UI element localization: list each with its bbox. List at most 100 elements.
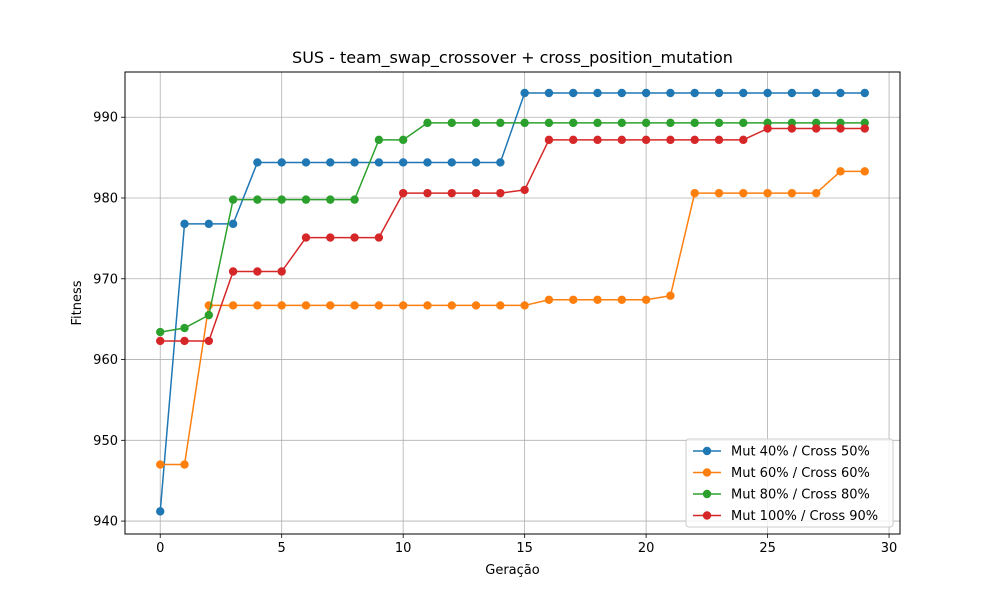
- data-point: [690, 88, 699, 98]
- data-point: [714, 135, 724, 145]
- data-point: [156, 507, 165, 516]
- data-point: [398, 158, 408, 167]
- data-point: [739, 188, 748, 198]
- x-tick-label: 20: [638, 541, 655, 556]
- data-point: [277, 301, 286, 310]
- data-point: [811, 188, 821, 198]
- data-point: [228, 301, 238, 310]
- legend: Mut 40% / Cross 50% Mut 60% / Cross 60% Mu…: [685, 438, 894, 528]
- data-point: [398, 188, 408, 198]
- legend-marker: [702, 446, 712, 456]
- data-point: [156, 460, 165, 469]
- data-point: [301, 158, 311, 167]
- data-point: [471, 118, 481, 128]
- data-point: [423, 118, 432, 128]
- series-lines: [156, 88, 869, 516]
- data-point: [423, 158, 432, 167]
- data-point: [739, 88, 748, 98]
- data-point: [447, 158, 456, 167]
- data-point: [350, 233, 359, 242]
- plot-frame: [124, 71, 901, 535]
- y-axis-label: Fitness: [70, 280, 85, 325]
- data-point: [520, 185, 529, 195]
- data-point: [496, 118, 505, 128]
- data-point: [617, 295, 627, 304]
- data-point: [350, 195, 359, 204]
- data-point: [714, 188, 724, 198]
- data-point: [860, 167, 869, 176]
- x-tick-label: 0: [156, 541, 164, 556]
- data-point: [690, 188, 699, 198]
- data-point: [374, 135, 384, 145]
- chart-title: SUS - team_swap_crossover + cross_positi…: [292, 48, 733, 68]
- data-point: [569, 295, 578, 304]
- legend-marker: [702, 468, 712, 477]
- y-tick-label: 970: [93, 272, 118, 287]
- data-point: [398, 135, 408, 145]
- series-1: [156, 88, 869, 516]
- data-point: [520, 118, 529, 128]
- data-point: [471, 301, 481, 310]
- data-point: [374, 233, 384, 242]
- data-point: [617, 88, 627, 98]
- x-axis-label: Geração: [485, 563, 539, 578]
- data-point: [763, 124, 772, 133]
- data-point: [398, 301, 408, 310]
- data-point: [350, 158, 359, 167]
- data-point: [374, 158, 384, 167]
- data-point: [496, 158, 505, 167]
- data-point: [156, 327, 165, 337]
- legend-label: Mut 100% / Cross 90%: [731, 509, 878, 524]
- data-point: [641, 295, 651, 304]
- data-point: [423, 301, 432, 310]
- data-point: [763, 88, 772, 98]
- x-tick-label: 25: [759, 541, 776, 556]
- legend-marker: [702, 489, 712, 499]
- data-point: [496, 301, 505, 310]
- legend-label: Mut 60% / Cross 60%: [731, 466, 870, 481]
- data-point: [423, 188, 432, 198]
- data-point: [180, 336, 189, 346]
- data-point: [593, 88, 602, 98]
- data-point: [836, 88, 845, 98]
- data-point: [180, 323, 189, 333]
- data-point: [253, 158, 262, 167]
- data-point: [617, 135, 627, 145]
- data-point: [666, 135, 675, 145]
- legend-label: Mut 80% / Cross 80%: [731, 488, 870, 503]
- data-point: [569, 118, 578, 128]
- data-point: [593, 135, 602, 145]
- data-point: [787, 124, 797, 133]
- data-point: [787, 188, 797, 198]
- data-point: [739, 118, 748, 128]
- data-point: [690, 135, 699, 145]
- data-point: [811, 124, 821, 133]
- x-axis-ticks: 0 5 10 15 20 25 30: [156, 534, 897, 556]
- data-point: [860, 88, 869, 98]
- data-point: [641, 135, 651, 145]
- data-point: [811, 88, 821, 98]
- series-4: [156, 124, 869, 346]
- series-2: [156, 167, 869, 469]
- data-point: [666, 291, 675, 300]
- data-point: [666, 118, 675, 128]
- data-point: [544, 118, 554, 128]
- legend-label: Mut 40% / Cross 50%: [731, 445, 870, 460]
- data-point: [326, 158, 335, 167]
- data-point: [253, 301, 262, 310]
- data-point: [690, 118, 699, 128]
- x-tick-label: 30: [881, 541, 898, 556]
- data-point: [544, 295, 554, 304]
- x-tick-label: 15: [516, 541, 533, 556]
- data-point: [350, 301, 359, 310]
- data-point: [301, 301, 311, 310]
- data-point: [326, 233, 335, 242]
- data-point: [253, 195, 262, 204]
- data-point: [666, 88, 675, 98]
- data-point: [301, 233, 311, 242]
- series-3: [156, 118, 869, 337]
- data-point: [180, 460, 189, 469]
- y-tick-label: 950: [93, 434, 118, 449]
